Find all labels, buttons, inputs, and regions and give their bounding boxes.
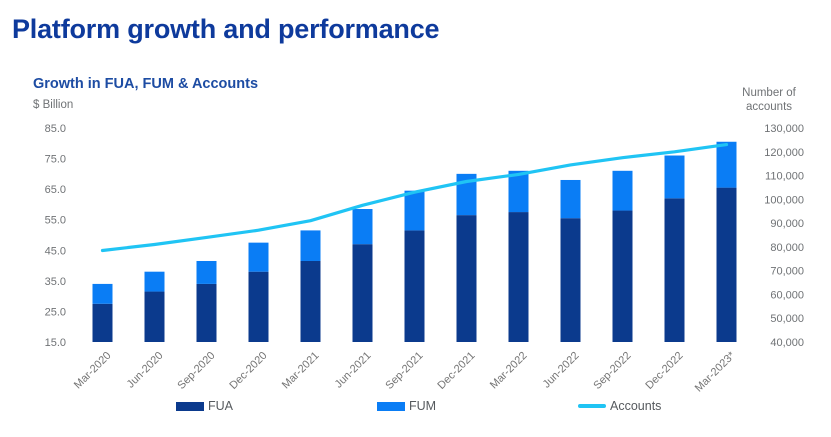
right-axis-tick-label: 40,000 xyxy=(770,337,804,349)
x-axis-label: Mar-2023* xyxy=(693,349,738,394)
right-axis-tick-label: 90,000 xyxy=(770,218,804,230)
fum-bar xyxy=(92,283,113,304)
fua-bar xyxy=(92,303,113,342)
x-axis-label: Sep-2020 xyxy=(175,350,217,392)
fum-bar xyxy=(664,155,685,199)
left-axis-tick-label: 55.0 xyxy=(45,215,66,227)
x-axis-label: Sep-2022 xyxy=(591,350,633,392)
left-axis-tick-label: 15.0 xyxy=(45,337,66,349)
fua-bar xyxy=(404,230,425,342)
accounts-line xyxy=(100,143,729,253)
x-axis-label: Jun-2021 xyxy=(333,350,374,391)
fua-bar xyxy=(300,260,321,342)
fum-bar xyxy=(196,260,217,284)
fum-bar xyxy=(352,209,373,245)
left-axis-unit-label: $ Billion xyxy=(33,99,74,111)
fum-bar xyxy=(144,271,165,292)
right-axis-tick-label: 70,000 xyxy=(770,266,804,278)
right-axis-tick-label: 80,000 xyxy=(770,242,804,254)
fua-bar xyxy=(560,218,581,342)
left-axis-tick-label: 85.0 xyxy=(45,123,66,135)
fua-bar xyxy=(144,291,165,342)
x-axis-label: Sep-2021 xyxy=(383,350,425,392)
x-axis-label: Dec-2022 xyxy=(643,350,685,392)
fum-bar xyxy=(404,190,425,231)
right-axis-tick-label: 130,000 xyxy=(764,123,804,135)
left-axis-tick-label: 45.0 xyxy=(45,245,66,257)
x-axis-label: Jun-2022 xyxy=(541,350,582,391)
fua-bar xyxy=(716,187,737,342)
left-axis-tick-label: 35.0 xyxy=(45,276,66,288)
x-axis-label: Dec-2021 xyxy=(435,350,477,392)
right-axis-unit-label: Number of accounts xyxy=(742,87,796,114)
x-axis-label: Dec-2020 xyxy=(227,350,269,392)
fua-bar xyxy=(196,283,217,342)
right-axis-tick-label: 110,000 xyxy=(765,171,804,183)
x-axis-label: Jun-2020 xyxy=(125,350,166,391)
fua-bar xyxy=(664,198,685,342)
left-axis-tick-label: 65.0 xyxy=(45,184,66,196)
fum-bar xyxy=(612,170,633,211)
right-axis-tick-label: 60,000 xyxy=(770,289,804,301)
x-axis-label: Mar-2020 xyxy=(72,350,114,392)
fum-bar xyxy=(300,230,321,261)
fum-bar xyxy=(456,173,477,216)
right-axis-tick-label: 100,000 xyxy=(764,194,804,206)
fua-bar xyxy=(456,215,477,342)
left-axis-tick-label: 25.0 xyxy=(45,306,66,318)
fum-bar xyxy=(248,242,269,272)
right-axis-tick-label: 50,000 xyxy=(770,313,804,325)
fua-bar xyxy=(612,210,633,342)
left-axis-tick-label: 75.0 xyxy=(45,154,66,166)
page-title: Platform growth and performance xyxy=(12,14,440,44)
x-axis-label: Mar-2022 xyxy=(488,350,530,392)
fua-bar xyxy=(352,244,373,342)
fua-bar xyxy=(248,271,269,342)
x-axis-label: Mar-2021 xyxy=(280,350,322,392)
right-axis-tick-label: 120,000 xyxy=(764,147,804,159)
fum-bar xyxy=(508,170,529,213)
fum-bar xyxy=(716,141,737,188)
fua-bar xyxy=(508,212,529,342)
fum-bar xyxy=(560,179,581,219)
chart-title: Growth in FUA, FUM & Accounts xyxy=(33,76,259,92)
